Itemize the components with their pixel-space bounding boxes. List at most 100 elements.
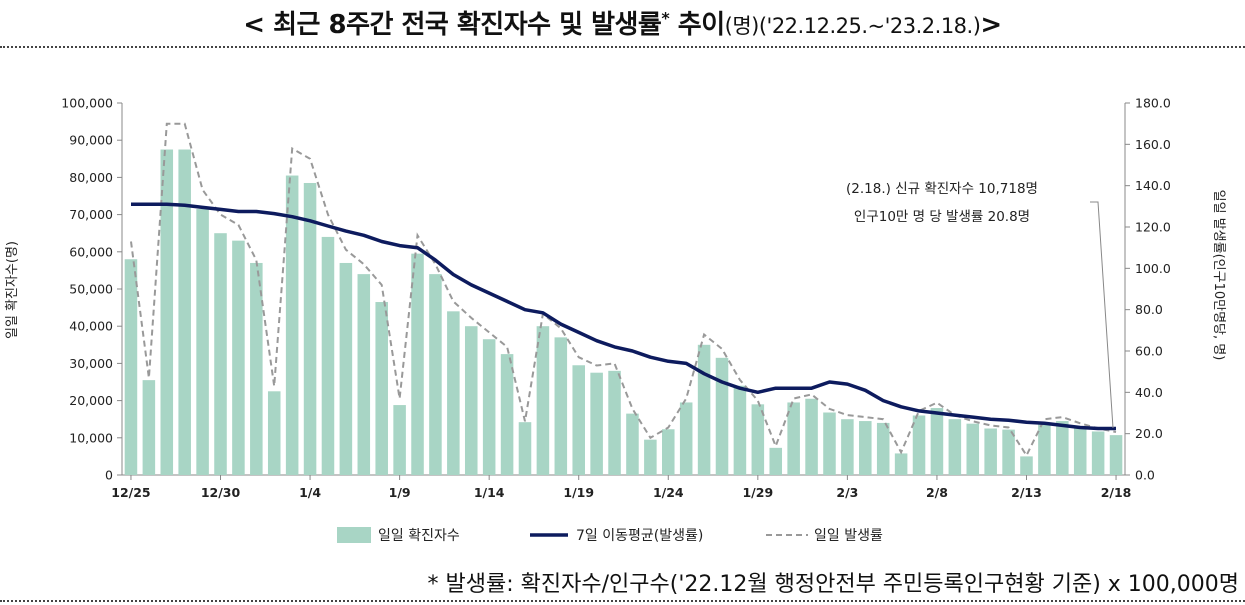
x-tick-label: 1/9 xyxy=(389,485,411,500)
title-main: < 최근 8주간 전국 확진자수 및 발생률 xyxy=(243,10,662,40)
legend-bar-label: 일일 확진자수 xyxy=(378,528,460,544)
y2-tick-label: 100.0 xyxy=(1135,261,1171,276)
y-tick-label: 80,000 xyxy=(69,170,113,185)
x-tick-label: 12/30 xyxy=(201,485,241,500)
y-tick-label: 20,000 xyxy=(69,393,113,408)
y-tick-label: 10,000 xyxy=(69,430,113,445)
annotation-line1: (2.18.) 신규 확진자수 10,718명 xyxy=(846,181,1038,197)
bar xyxy=(357,274,371,475)
y-tick-label: 40,000 xyxy=(69,319,113,334)
bar xyxy=(1002,429,1015,475)
bar xyxy=(787,402,800,475)
bar xyxy=(894,453,908,475)
bar xyxy=(393,405,406,475)
bar xyxy=(930,408,944,475)
y-axis-label: 일일 확진자수(명) xyxy=(5,241,20,339)
bar xyxy=(1056,421,1069,475)
bar xyxy=(1038,422,1051,475)
y2-tick-label: 40.0 xyxy=(1135,385,1163,400)
daily-rate-line xyxy=(130,122,1117,458)
y2-tick-label: 120.0 xyxy=(1135,220,1171,235)
bar xyxy=(679,402,693,475)
bar xyxy=(948,419,962,475)
bar xyxy=(823,412,836,475)
bar xyxy=(662,429,675,475)
bar xyxy=(196,209,209,475)
bar xyxy=(733,385,747,475)
bar xyxy=(518,422,532,475)
bar xyxy=(500,354,514,475)
title-star: * xyxy=(661,8,670,28)
y2-tick-label: 80.0 xyxy=(1135,302,1163,317)
legend-line-label: 7일 이동평균(발생률) xyxy=(576,528,703,544)
y2-tick-label: 180.0 xyxy=(1135,96,1171,111)
chart-svg: 0 10,000 20,000 30,000 40,000 50,000 60,000 70,… xyxy=(5,96,1226,545)
bar xyxy=(124,259,138,475)
chart-title: < 최근 8주간 전국 확진자수 및 발생률* 추이(명)('22.12.25.… xyxy=(0,4,1245,41)
line-series xyxy=(130,122,1117,458)
moving-average-line xyxy=(131,202,1116,431)
title-range: ('22.12.25.~'23.2.18.) xyxy=(758,14,981,38)
bar xyxy=(1091,431,1105,475)
x-tick-label: 12/25 xyxy=(111,485,150,500)
legend-dashed-label: 일일 발생률 xyxy=(814,528,883,544)
y-tick-label: 90,000 xyxy=(69,133,113,148)
bottom-divider xyxy=(0,600,1245,602)
bar xyxy=(321,236,335,475)
bar xyxy=(160,149,174,475)
x-tick-label: 2/8 xyxy=(926,485,948,500)
y-tick-label: 70,000 xyxy=(69,207,113,222)
bar xyxy=(751,404,765,475)
title-unit: (명) xyxy=(724,14,760,38)
bar xyxy=(429,274,442,475)
bar xyxy=(1020,456,1033,475)
x-tick-label: 1/14 xyxy=(474,485,505,500)
x-tick-label: 1/4 xyxy=(299,485,321,500)
bar xyxy=(447,311,460,475)
bar xyxy=(339,262,353,475)
bar xyxy=(178,149,191,475)
y2-tick-label: 0.0 xyxy=(1135,468,1155,483)
tick-labels: 0 10,000 20,000 30,000 40,000 50,000 60,000 70,… xyxy=(61,96,1171,501)
bar xyxy=(375,302,388,475)
bar xyxy=(554,337,568,475)
annotation-line2: 인구10만 명 당 발생률 20.8명 xyxy=(854,209,1030,225)
y-tick-label: 50,000 xyxy=(69,282,113,297)
title-divider xyxy=(0,46,1245,48)
bar xyxy=(482,339,496,475)
y-tick-label: 0 xyxy=(105,468,113,483)
bar xyxy=(214,233,227,475)
y2-tick-label: 20.0 xyxy=(1135,426,1163,441)
footnote: * 발생률: 확진자수/인구수('22.12월 행정안전부 주민등록인구현황 기… xyxy=(427,572,1239,597)
title-close: > xyxy=(980,10,1002,40)
bar xyxy=(805,398,818,475)
bar xyxy=(1109,435,1123,475)
x-tick-label: 1/24 xyxy=(653,485,684,500)
bar xyxy=(697,344,711,475)
bar xyxy=(464,326,478,475)
bar xyxy=(769,447,783,475)
bar xyxy=(876,422,890,475)
bar xyxy=(590,372,603,475)
y2-tick-label: 60.0 xyxy=(1135,344,1163,359)
y2-tick-label: 160.0 xyxy=(1135,137,1171,152)
bar xyxy=(841,419,854,475)
y-tick-label: 100,000 xyxy=(61,96,113,111)
bar xyxy=(303,182,317,476)
legend: 일일 확진자수 7일 이동평균(발생률) 일일 발생률 xyxy=(337,527,883,544)
y2-axis-label: 일일 발생률(인구10만명당, 명) xyxy=(1211,190,1226,361)
bar xyxy=(411,253,424,475)
bar xyxy=(859,421,872,475)
bar xyxy=(285,175,299,476)
bar xyxy=(536,326,550,475)
x-tick-label: 2/13 xyxy=(1011,485,1042,500)
x-tick-label: 1/29 xyxy=(742,485,773,500)
annotation-leader xyxy=(1090,201,1114,429)
bar xyxy=(912,415,926,475)
x-tick-label: 2/18 xyxy=(1101,485,1132,500)
bar xyxy=(608,370,621,475)
bar xyxy=(572,365,585,475)
bar xyxy=(250,262,263,475)
y-tick-label: 60,000 xyxy=(69,244,113,259)
y-tick-label: 30,000 xyxy=(69,356,113,371)
